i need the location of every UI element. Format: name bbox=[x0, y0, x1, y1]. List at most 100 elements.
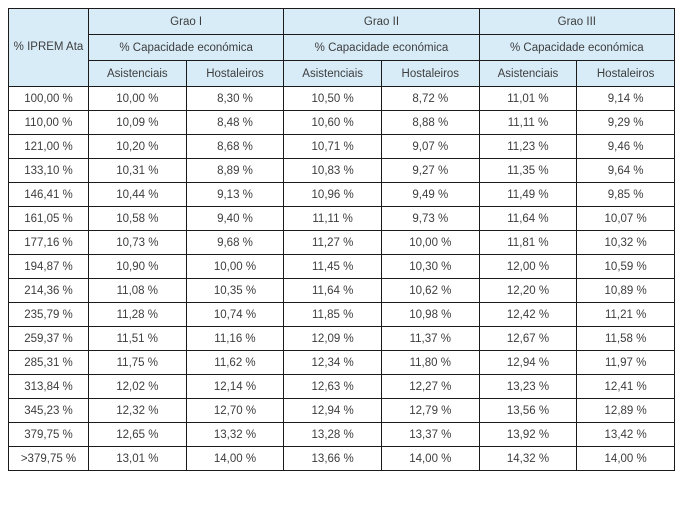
capacity-value-cell: 12,00 % bbox=[478, 254, 578, 279]
iprem-value-cell: 285,31 % bbox=[8, 350, 89, 375]
capacity-value-cell: 12,20 % bbox=[478, 278, 578, 303]
capacity-header-grao-3: % Capacidade económica bbox=[478, 34, 676, 61]
iprem-value-cell: 100,00 % bbox=[8, 86, 89, 111]
iprem-value-cell: 161,05 % bbox=[8, 206, 89, 231]
capacity-value-cell: 11,85 % bbox=[283, 302, 382, 327]
capacity-value-cell: 11,35 % bbox=[478, 158, 578, 183]
capacity-value-cell: 12,67 % bbox=[478, 326, 578, 351]
capacity-value-cell: 12,02 % bbox=[88, 374, 187, 399]
capacity-value-cell: 10,73 % bbox=[88, 230, 187, 255]
group-header-grao-1: Grao I bbox=[87, 8, 285, 35]
capacity-value-cell: 13,42 % bbox=[576, 422, 675, 447]
capacity-value-cell: 9,14 % bbox=[576, 86, 675, 111]
capacity-value-cell: 13,37 % bbox=[380, 422, 480, 447]
capacity-value-cell: 12,34 % bbox=[283, 350, 382, 375]
capacity-value-cell: 11,62 % bbox=[185, 350, 285, 375]
capacity-value-cell: 9,49 % bbox=[380, 182, 480, 207]
capacity-value-cell: 14,00 % bbox=[576, 446, 675, 471]
capacity-value-cell: 12,09 % bbox=[283, 326, 382, 351]
capacity-value-cell: 10,00 % bbox=[185, 254, 285, 279]
capacity-value-cell: 10,90 % bbox=[88, 254, 187, 279]
capacity-value-cell: 8,72 % bbox=[380, 86, 480, 111]
capacity-value-cell: 10,89 % bbox=[576, 278, 675, 303]
capacity-value-cell: 9,46 % bbox=[576, 134, 675, 159]
capacity-value-cell: 13,23 % bbox=[478, 374, 578, 399]
table-row: 100,00 % 10,00 % 8,30 % 10,50 % 8,72 % 11,01 … bbox=[8, 86, 675, 111]
table-row: 285,31 % 11,75 % 11,62 % 12,34 % 11,80 % 12,9… bbox=[8, 350, 675, 375]
iprem-value-cell: 133,10 % bbox=[8, 158, 89, 183]
capacity-value-cell: 11,11 % bbox=[283, 206, 382, 231]
capacity-value-cell: 11,11 % bbox=[478, 110, 578, 135]
subheader-asistenciais: Asistenciais bbox=[88, 60, 187, 87]
table-row: 194,87 % 10,90 % 10,00 % 11,45 % 10,30 % 12,0… bbox=[8, 254, 675, 279]
capacity-value-cell: 10,07 % bbox=[576, 206, 675, 231]
subheader-asistenciais: Asistenciais bbox=[283, 60, 382, 87]
capacity-value-cell: 9,73 % bbox=[380, 206, 480, 231]
table-row: 379,75 % 12,65 % 13,32 % 13,28 % 13,37 % 13,9… bbox=[8, 422, 675, 447]
capacity-value-cell: 9,27 % bbox=[380, 158, 480, 183]
header-row-subcolumns: Asistenciais Hostaleiros Asistenciais Ho… bbox=[9, 60, 675, 87]
capacity-value-cell: 12,14 % bbox=[185, 374, 285, 399]
capacity-value-cell: 10,83 % bbox=[283, 158, 382, 183]
iprem-value-cell: 194,87 % bbox=[8, 254, 89, 279]
capacity-value-cell: 12,65 % bbox=[88, 422, 187, 447]
capacity-value-cell: 10,74 % bbox=[185, 302, 285, 327]
capacity-value-cell: 13,66 % bbox=[283, 446, 382, 471]
capacity-value-cell: 11,01 % bbox=[478, 86, 578, 111]
capacity-header-grao-2: % Capacidade económica bbox=[283, 34, 480, 61]
capacity-value-cell: 10,62 % bbox=[380, 278, 480, 303]
capacity-value-cell: 9,64 % bbox=[576, 158, 675, 183]
table-row: 214,36 % 11,08 % 10,35 % 11,64 % 10,62 % 12,2… bbox=[8, 278, 675, 303]
capacity-value-cell: 8,88 % bbox=[380, 110, 480, 135]
capacity-value-cell: 11,58 % bbox=[576, 326, 675, 351]
capacity-value-cell: 12,27 % bbox=[380, 374, 480, 399]
capacity-value-cell: 12,70 % bbox=[185, 398, 285, 423]
capacity-value-cell: 11,97 % bbox=[576, 350, 675, 375]
group-header-grao-2: Grao II bbox=[283, 8, 480, 35]
table-body: 100,00 % 10,00 % 8,30 % 10,50 % 8,72 % 11,01 … bbox=[8, 86, 675, 471]
capacity-value-cell: 10,00 % bbox=[380, 230, 480, 255]
capacity-value-cell: 11,27 % bbox=[283, 230, 382, 255]
capacity-value-cell: 10,59 % bbox=[576, 254, 675, 279]
capacity-value-cell: 8,30 % bbox=[185, 86, 285, 111]
capacity-value-cell: 12,79 % bbox=[380, 398, 480, 423]
capacity-value-cell: 12,63 % bbox=[283, 374, 382, 399]
header-row-capacity: % Capacidade económica % Capacidade econ… bbox=[9, 34, 676, 61]
capacity-value-cell: 10,44 % bbox=[88, 182, 187, 207]
capacity-value-cell: 14,00 % bbox=[185, 446, 285, 471]
table-row: 121,00 % 10,20 % 8,68 % 10,71 % 9,07 % 11,23 … bbox=[8, 134, 675, 159]
capacity-value-cell: 12,89 % bbox=[576, 398, 675, 423]
capacity-value-cell: 12,94 % bbox=[478, 350, 578, 375]
iprem-value-cell: >379,75 % bbox=[8, 446, 89, 471]
capacity-value-cell: 10,31 % bbox=[88, 158, 187, 183]
capacity-value-cell: 9,13 % bbox=[185, 182, 285, 207]
capacity-value-cell: 12,94 % bbox=[283, 398, 382, 423]
capacity-value-cell: 10,98 % bbox=[380, 302, 480, 327]
capacity-value-cell: 11,81 % bbox=[478, 230, 578, 255]
capacity-value-cell: 9,07 % bbox=[380, 134, 480, 159]
iprem-header-cell: % IPREM Ata bbox=[8, 8, 89, 87]
iprem-value-cell: 146,41 % bbox=[8, 182, 89, 207]
subheader-hostaleiros: Hostaleiros bbox=[185, 60, 285, 87]
capacity-value-cell: 13,01 % bbox=[88, 446, 187, 471]
capacity-value-cell: 13,32 % bbox=[185, 422, 285, 447]
table-header: % IPREM Ata Grao I Grao II Grao III % Ca… bbox=[8, 8, 676, 87]
capacity-value-cell: 14,32 % bbox=[478, 446, 578, 471]
capacity-value-cell: 11,75 % bbox=[88, 350, 187, 375]
iprem-value-cell: 345,23 % bbox=[8, 398, 89, 423]
table-row: 146,41 % 10,44 % 9,13 % 10,96 % 9,49 % 11,49 … bbox=[8, 182, 675, 207]
capacity-value-cell: 11,21 % bbox=[576, 302, 675, 327]
capacity-value-cell: 11,64 % bbox=[283, 278, 382, 303]
capacity-value-cell: 12,32 % bbox=[88, 398, 187, 423]
subheader-hostaleiros: Hostaleiros bbox=[576, 60, 675, 87]
iprem-value-cell: 379,75 % bbox=[8, 422, 89, 447]
capacity-value-cell: 10,60 % bbox=[283, 110, 382, 135]
capacity-value-cell: 11,37 % bbox=[380, 326, 480, 351]
capacity-value-cell: 11,28 % bbox=[88, 302, 187, 327]
capacity-value-cell: 9,85 % bbox=[576, 182, 675, 207]
capacity-value-cell: 11,08 % bbox=[88, 278, 187, 303]
capacity-value-cell: 11,16 % bbox=[185, 326, 285, 351]
capacity-value-cell: 10,96 % bbox=[283, 182, 382, 207]
capacity-header-grao-1: % Capacidade económica bbox=[87, 34, 285, 61]
